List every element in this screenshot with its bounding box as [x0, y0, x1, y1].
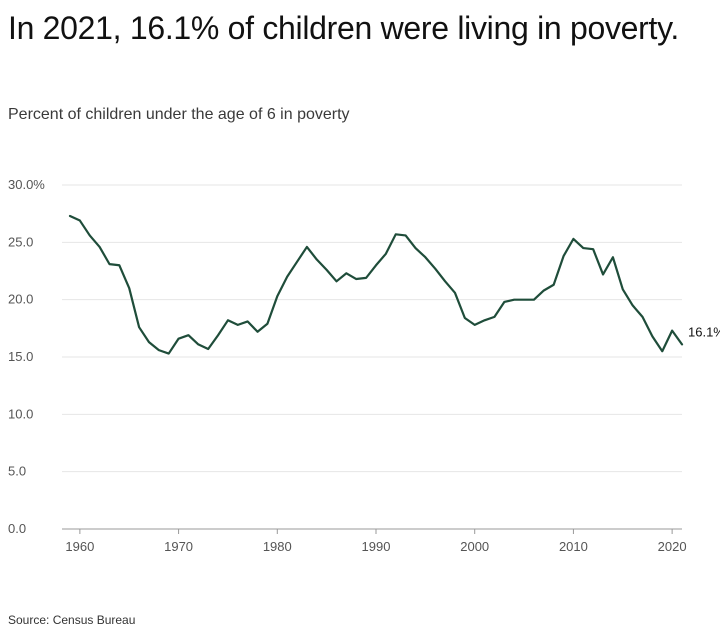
y-tick-label: 0.0: [8, 521, 26, 536]
poverty-rate-line: [68, 214, 684, 355]
x-tick-label: 1960: [65, 539, 94, 554]
y-tick-label: 10.0: [8, 406, 33, 421]
y-tick-label: 25.0: [8, 234, 33, 249]
x-tick-label: 1970: [164, 539, 193, 554]
x-tick-label: 2020: [658, 539, 687, 554]
label-layer: 16.1%: [688, 324, 720, 339]
chart-subtitle: Percent of children under the age of 6 i…: [8, 106, 350, 123]
source-note: Source: Census Bureau: [8, 613, 136, 627]
y-tick-label: 30.0%: [8, 177, 45, 192]
x-tick-label: 2010: [559, 539, 588, 554]
x-tick-label: 1980: [263, 539, 292, 554]
chart-title: In 2021, 16.1% of children were living i…: [8, 10, 680, 46]
x-tick-label: 2000: [460, 539, 489, 554]
grid-layer: [62, 184, 682, 530]
x-axis-ticks: 1960 1970 1980 1990 2000 2010 2020: [65, 529, 687, 554]
y-tick-label: 20.0: [8, 292, 33, 307]
x-tick-label: 1990: [362, 539, 391, 554]
series-layer: [68, 214, 684, 355]
y-tick-label: 5.0: [8, 464, 26, 479]
y-tick-label: 15.0: [8, 349, 33, 364]
end-value-label: 16.1%: [688, 324, 720, 339]
y-axis-ticks: 0.0 5.0 10.0 15.0 20.0 25.0 30.0%: [8, 177, 45, 536]
